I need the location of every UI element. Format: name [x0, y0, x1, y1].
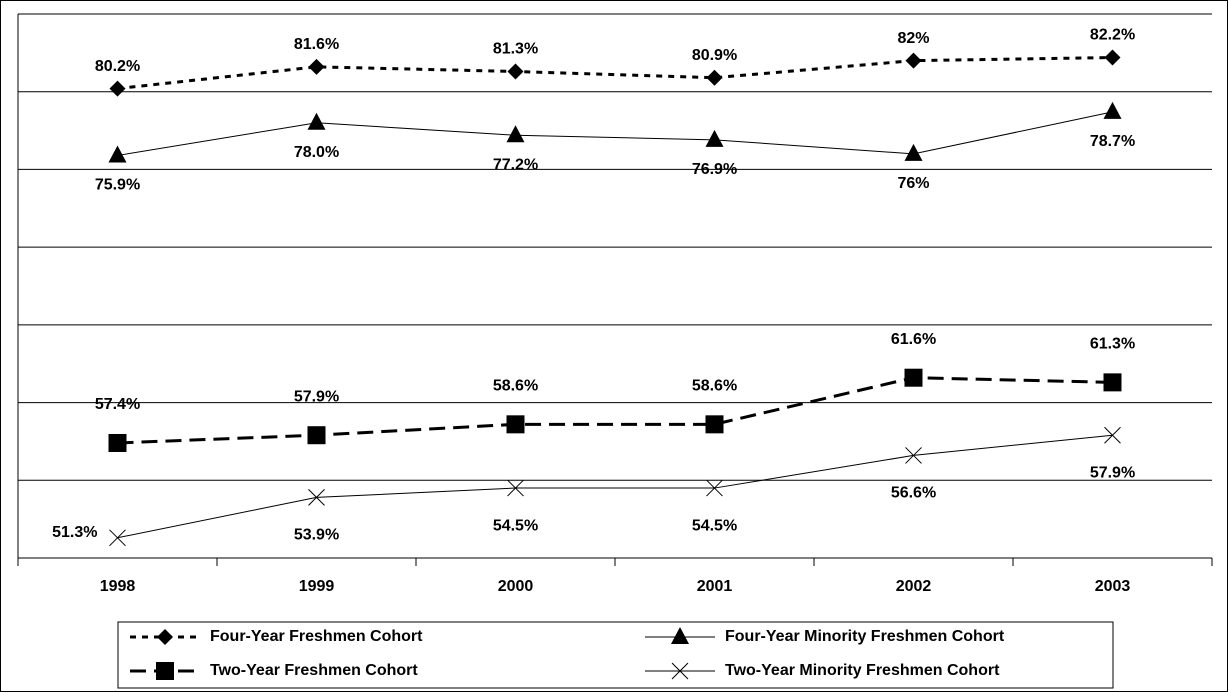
data-label: 56.6%	[891, 485, 936, 502]
data-point	[109, 529, 126, 547]
legend-marker	[671, 627, 689, 644]
data-point	[705, 129, 724, 147]
data-point	[905, 447, 922, 464]
data-label: 78.0%	[294, 144, 339, 161]
data-label: 76.9%	[692, 161, 737, 178]
data-label: 57.9%	[1090, 464, 1135, 481]
data-point	[308, 58, 325, 75]
data-label: 80.9%	[692, 47, 737, 64]
data-point	[1104, 49, 1121, 66]
data-label: 54.5%	[493, 517, 538, 534]
x-tick-label: 1998	[100, 578, 136, 595]
data-label: 57.4%	[95, 396, 140, 413]
data-point	[507, 63, 524, 80]
data-label: 51.3%	[52, 524, 97, 541]
x-tick-label: 2000	[498, 578, 534, 595]
data-point	[109, 80, 126, 97]
series-line	[117, 56, 1113, 91]
data-label: 80.2%	[95, 58, 140, 75]
data-label: 61.3%	[1090, 336, 1135, 353]
data-label: 81.3%	[493, 41, 538, 58]
series-line	[117, 376, 1113, 445]
data-point	[905, 52, 922, 69]
legend-label: Two-Year Minority Freshmen Cohort	[725, 662, 1000, 679]
legend-label: Four-Year Freshmen Cohort	[210, 628, 423, 645]
legend-marker	[671, 662, 689, 680]
data-label: 61.6%	[891, 331, 936, 348]
x-tick-label: 2003	[1095, 578, 1131, 595]
x-tick-label: 2001	[697, 578, 733, 595]
data-point	[507, 479, 524, 497]
series-line	[117, 111, 1113, 156]
data-point	[904, 368, 923, 387]
data-point	[108, 145, 127, 163]
x-tick-label: 2002	[896, 578, 932, 595]
data-label: 53.9%	[294, 527, 339, 544]
data-label: 54.5%	[692, 517, 737, 534]
data-point	[705, 415, 724, 434]
data-label: 58.6%	[692, 378, 737, 395]
data-point	[1103, 101, 1122, 119]
series-line	[117, 434, 1113, 539]
data-point	[1104, 426, 1121, 444]
x-tick-label: 1999	[299, 578, 335, 595]
data-point	[706, 69, 723, 86]
data-label: 82.2%	[1090, 27, 1135, 44]
legend-marker	[156, 662, 174, 680]
data-point	[706, 479, 723, 497]
data-point	[506, 125, 525, 143]
data-point	[307, 112, 326, 130]
data-label: 78.7%	[1090, 133, 1135, 150]
data-point	[506, 415, 525, 434]
legend-marker	[157, 629, 173, 645]
data-point	[307, 426, 326, 445]
data-point	[1103, 373, 1122, 392]
data-label: 76%	[897, 175, 929, 192]
data-label: 81.6%	[294, 36, 339, 53]
data-label: 57.9%	[294, 388, 339, 405]
data-label: 58.6%	[493, 378, 538, 395]
data-point	[108, 433, 127, 452]
legend-label: Four-Year Minority Freshmen Cohort	[725, 628, 1005, 645]
data-point	[904, 143, 923, 161]
legend-box	[117, 621, 1114, 689]
data-label: 77.2%	[493, 156, 538, 173]
data-label: 75.9%	[95, 177, 140, 194]
data-point	[308, 489, 325, 506]
legend-label: Two-Year Freshmen Cohort	[210, 662, 418, 679]
data-label: 82%	[897, 30, 929, 47]
